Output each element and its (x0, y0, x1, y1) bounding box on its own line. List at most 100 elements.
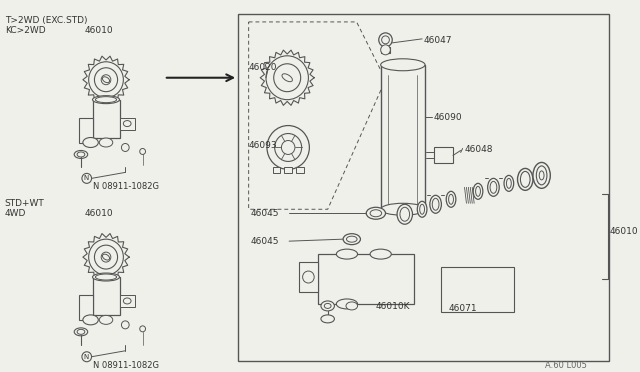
Ellipse shape (343, 234, 360, 245)
Ellipse shape (346, 302, 358, 310)
Ellipse shape (74, 328, 88, 336)
Text: N: N (83, 175, 88, 182)
Bar (120, 295, 135, 307)
Circle shape (82, 352, 92, 362)
Circle shape (275, 134, 301, 161)
Circle shape (95, 245, 118, 269)
Bar (296, 167, 303, 173)
Ellipse shape (346, 236, 357, 242)
Ellipse shape (381, 59, 425, 71)
Text: 46047: 46047 (424, 36, 452, 45)
Ellipse shape (102, 254, 109, 260)
Circle shape (89, 239, 124, 275)
Circle shape (140, 148, 145, 154)
Circle shape (303, 271, 314, 283)
Ellipse shape (124, 298, 131, 304)
Bar (79, 118, 93, 142)
Text: 46010: 46010 (85, 26, 113, 35)
Ellipse shape (518, 169, 533, 190)
Ellipse shape (101, 75, 111, 85)
Bar (238, 14, 609, 361)
Text: 46010: 46010 (85, 209, 113, 218)
Circle shape (122, 321, 129, 329)
Circle shape (381, 45, 390, 55)
Ellipse shape (77, 329, 85, 334)
Ellipse shape (420, 204, 424, 214)
Ellipse shape (93, 96, 120, 104)
Ellipse shape (77, 152, 85, 157)
Ellipse shape (324, 304, 331, 308)
Ellipse shape (337, 299, 358, 309)
Bar (79, 295, 93, 320)
Ellipse shape (99, 138, 113, 147)
Ellipse shape (95, 97, 116, 103)
Text: 46090: 46090 (434, 113, 462, 122)
Ellipse shape (430, 195, 442, 213)
Circle shape (140, 326, 145, 332)
Text: 46045: 46045 (251, 237, 279, 246)
Bar (93, 100, 120, 138)
Ellipse shape (490, 182, 497, 193)
Ellipse shape (473, 183, 483, 199)
Text: 46071: 46071 (448, 304, 477, 313)
Ellipse shape (337, 249, 358, 259)
Bar (434, 147, 453, 163)
Ellipse shape (381, 203, 425, 215)
Circle shape (95, 68, 118, 92)
Ellipse shape (95, 274, 116, 280)
Bar (318, 254, 415, 304)
Circle shape (89, 62, 124, 98)
Bar (299, 262, 318, 292)
Ellipse shape (370, 210, 381, 217)
Bar (381, 47, 390, 53)
Text: 46045: 46045 (251, 209, 279, 218)
Text: STD+WT: STD+WT (5, 199, 45, 208)
Ellipse shape (101, 252, 111, 262)
Circle shape (381, 36, 389, 44)
Ellipse shape (321, 301, 335, 311)
Ellipse shape (506, 179, 511, 188)
Circle shape (379, 33, 392, 47)
Text: N 08911-1082G: N 08911-1082G (93, 182, 159, 191)
Text: N 08911-1082G: N 08911-1082G (93, 361, 159, 370)
Bar (381, 65, 425, 209)
Bar (93, 277, 120, 315)
Ellipse shape (488, 179, 499, 196)
Bar (284, 167, 292, 173)
Ellipse shape (540, 171, 544, 180)
Ellipse shape (397, 204, 413, 224)
Ellipse shape (83, 138, 99, 147)
Circle shape (274, 64, 301, 92)
Circle shape (267, 126, 309, 169)
Ellipse shape (366, 207, 385, 219)
Text: KC>2WD: KC>2WD (5, 26, 45, 35)
Ellipse shape (446, 191, 456, 207)
Ellipse shape (102, 77, 109, 83)
Ellipse shape (282, 74, 292, 82)
Ellipse shape (417, 201, 427, 217)
Ellipse shape (321, 315, 335, 323)
Ellipse shape (449, 194, 454, 204)
Circle shape (266, 56, 308, 100)
Ellipse shape (93, 273, 120, 281)
Bar (120, 118, 135, 129)
Text: 46048: 46048 (465, 145, 493, 154)
Text: 4WD: 4WD (5, 209, 26, 218)
Circle shape (122, 144, 129, 151)
Text: T>2WD (EXC.STD): T>2WD (EXC.STD) (5, 16, 87, 25)
Circle shape (282, 141, 295, 154)
Ellipse shape (533, 163, 550, 188)
Text: 46020: 46020 (249, 63, 277, 72)
Ellipse shape (83, 315, 99, 325)
Bar (442, 267, 514, 312)
Ellipse shape (536, 166, 547, 185)
Ellipse shape (99, 315, 113, 324)
Ellipse shape (476, 186, 481, 196)
Text: N: N (83, 354, 88, 360)
Ellipse shape (124, 121, 131, 126)
Ellipse shape (432, 198, 439, 210)
Ellipse shape (520, 171, 530, 187)
Ellipse shape (400, 207, 410, 221)
Text: 46010K: 46010K (376, 302, 410, 311)
Text: 46093: 46093 (249, 141, 277, 150)
